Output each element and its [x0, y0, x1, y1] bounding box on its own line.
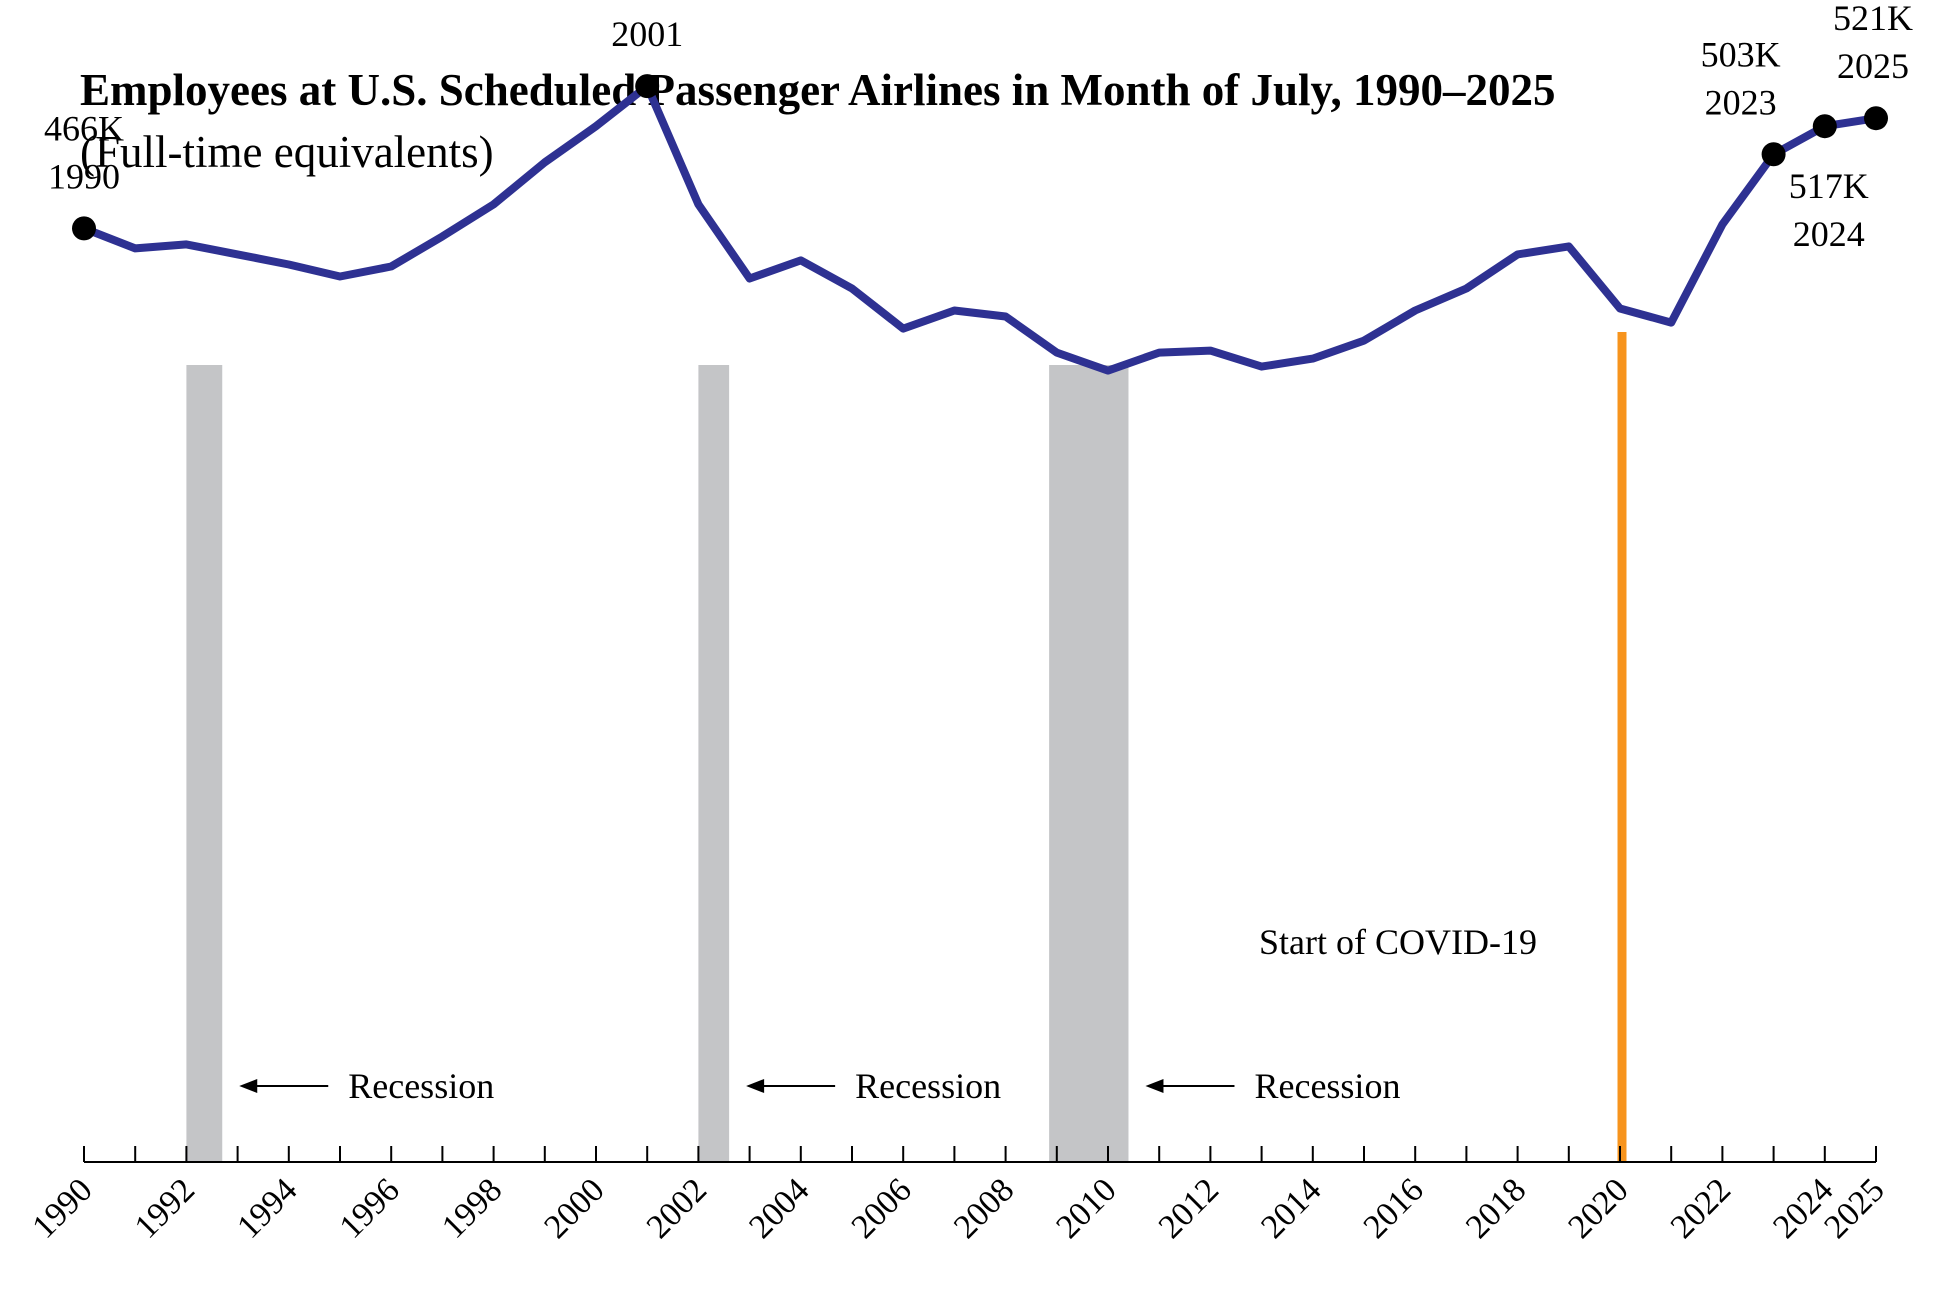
- x-tick-label: 2020: [1561, 1171, 1635, 1245]
- left-arrow-icon: [239, 1079, 258, 1093]
- x-tick-label: 1994: [230, 1171, 304, 1245]
- data-value-label: 517K: [1789, 166, 1869, 206]
- x-tick-label: 2014: [1254, 1171, 1328, 1245]
- recession-band: [186, 365, 223, 1162]
- x-tick-label: 2002: [640, 1171, 714, 1245]
- x-tick-label: 2010: [1049, 1171, 1123, 1245]
- data-year-label: 2001: [611, 14, 683, 54]
- x-tick-label: 2016: [1357, 1171, 1431, 1245]
- recession-label: Recession: [1254, 1066, 1400, 1106]
- chart-title: Employees at U.S. Scheduled Passenger Ai…: [80, 65, 1556, 115]
- recession-label: Recession: [855, 1066, 1001, 1106]
- left-arrow-icon: [746, 1079, 765, 1093]
- data-value-label: 521K: [1833, 0, 1913, 38]
- data-point-marker: [635, 74, 660, 99]
- data-year-label: 2023: [1705, 82, 1777, 122]
- x-tick-label: 2022: [1664, 1171, 1738, 1245]
- x-tick-label: 2008: [947, 1171, 1021, 1245]
- chart-subtitle: (Full-time equivalents): [80, 127, 494, 177]
- x-tick-label: 1992: [128, 1171, 202, 1245]
- x-tick-label: 1996: [333, 1171, 407, 1245]
- data-year-label: 2025: [1837, 46, 1909, 86]
- data-year-label: 1990: [48, 156, 120, 196]
- x-tick-label: 1990: [25, 1171, 99, 1245]
- data-point-marker: [72, 216, 96, 241]
- recession-band: [698, 365, 730, 1162]
- highlight-markers: 466K 1990 537K 2001 503K 2023 517K 2024 521K 2025: [44, 0, 1913, 254]
- data-point-marker: [1864, 106, 1888, 131]
- series-line-layer: [80, 82, 1880, 375]
- recession-label: Recession: [348, 1066, 494, 1106]
- covid-event-layer: Start of COVID-19: [1259, 332, 1627, 1162]
- recession-bands: Recession Recession Recession: [186, 365, 1400, 1162]
- recession-band: [1049, 365, 1129, 1162]
- x-axis: 1990 1992 1994 1996 1998 2000 2002 2004 2006 2008…: [25, 1146, 1892, 1246]
- x-tick-label: 2004: [742, 1171, 816, 1245]
- x-tick-label: 1998: [435, 1171, 509, 1245]
- left-arrow-icon: [1145, 1079, 1164, 1093]
- data-point-marker: [1761, 142, 1786, 167]
- employees-series-line: [80, 82, 1880, 375]
- data-value-label: 466K: [44, 108, 124, 148]
- covid-label: Start of COVID-19: [1259, 922, 1537, 962]
- x-tick-label: 2012: [1152, 1171, 1226, 1245]
- data-point-marker: [1812, 114, 1837, 139]
- x-tick-label: 2000: [537, 1171, 611, 1245]
- data-value-label: 537K: [607, 0, 687, 6]
- data-year-label: 2024: [1793, 214, 1865, 254]
- x-tick-label: 2018: [1459, 1171, 1533, 1245]
- x-tick-label: 2025: [1817, 1171, 1891, 1245]
- x-tick-label: 2006: [845, 1171, 919, 1245]
- data-value-label: 503K: [1701, 34, 1781, 74]
